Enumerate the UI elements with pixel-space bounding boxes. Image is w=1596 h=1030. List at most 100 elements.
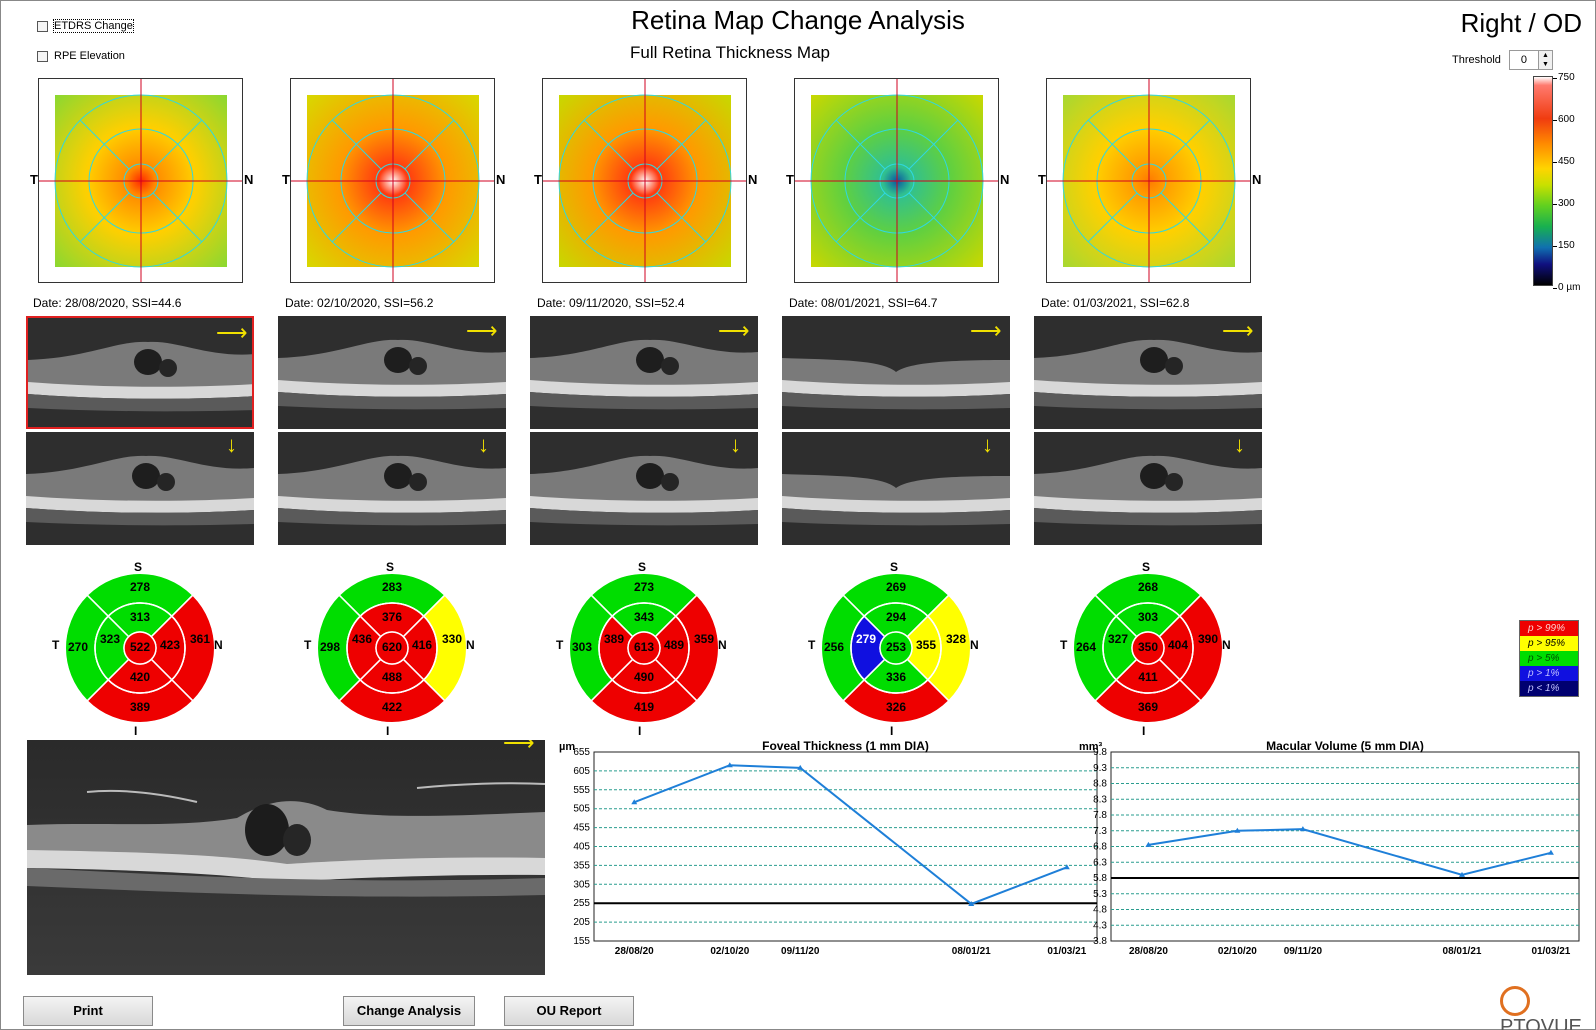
data-point (797, 764, 804, 770)
thickness-map-image (291, 79, 494, 282)
scale-tick-label: 450 (1558, 156, 1575, 167)
x-tick-label: 09/11/20 (1284, 946, 1323, 957)
vertical-bscan[interactable]: ↓ (782, 432, 1010, 545)
thickness-color-scale (1533, 76, 1553, 286)
center-sector (1131, 631, 1165, 665)
vertical-bscan[interactable]: ↓ (1034, 432, 1262, 545)
thickness-map[interactable] (290, 78, 495, 283)
logo-ring-icon (1500, 986, 1530, 1016)
x-tick-label: 02/10/20 (710, 946, 749, 957)
etdrs-value-inner-t: 389 (603, 632, 625, 646)
y-tick-label: 355 (573, 860, 590, 871)
etdrs-value-outer-t: 298 (319, 640, 341, 654)
arrow-down-icon: ↓ (730, 432, 741, 457)
vertical-bscan[interactable]: ↓ (278, 432, 506, 545)
etdrs-value-inner-i: 490 (633, 670, 655, 684)
etdrs-value-center: 620 (381, 640, 403, 654)
rpe-elevation-checkbox[interactable]: RPE Elevation (37, 50, 125, 62)
thickness-map[interactable] (1046, 78, 1251, 283)
print-button[interactable]: Print (23, 996, 153, 1026)
y-tick-label: 5.8 (1093, 873, 1107, 884)
etdrs-grid-chart (820, 572, 972, 724)
scale-tick-label: 150 (1558, 240, 1575, 251)
data-point (1234, 827, 1241, 833)
thickness-map[interactable] (38, 78, 243, 283)
horizontal-bscan[interactable]: ⟶ (782, 316, 1010, 429)
nasal-label: N (244, 172, 254, 187)
foveal-thickness-chart: 655 605 555 505 455 405 355 305 255 205 155 28/08/2… (557, 739, 1105, 967)
etdrs-grid-chart (316, 572, 468, 724)
vertical-bscan[interactable]: ↓ (530, 432, 758, 545)
thickness-map[interactable] (794, 78, 999, 283)
horizontal-bscan[interactable]: ⟶ (26, 316, 254, 429)
scale-tick (1553, 288, 1557, 289)
etdrs-value-inner-s: 313 (129, 610, 151, 624)
etdrs-temporal-label: T (556, 638, 564, 652)
x-tick-label: 02/10/20 (1218, 946, 1257, 957)
etdrs-value-inner-t: 327 (1107, 632, 1129, 646)
horizontal-bscan[interactable]: ⟶ (530, 316, 758, 429)
chart-title: Foveal Thickness (1 mm DIA) (762, 739, 929, 753)
scale-tick-label: 300 (1558, 198, 1575, 209)
y-tick-label: 505 (573, 804, 590, 815)
etdrs-inferior-label: I (134, 724, 138, 738)
nasal-label: N (748, 172, 758, 187)
etdrs-grid-chart (568, 572, 720, 724)
threshold-label: Threshold (1452, 54, 1501, 66)
x-tick-label: 09/11/20 (781, 946, 820, 957)
temporal-label: T (30, 172, 38, 187)
horizontal-bscan[interactable]: ⟶ (278, 316, 506, 429)
etdrs-value-outer-t: 264 (1075, 640, 1097, 654)
etdrs-change-checkbox[interactable]: ETDRS Change (37, 19, 134, 33)
etdrs-value-center: 613 (633, 640, 655, 654)
x-tick-label: 28/08/20 (1129, 946, 1168, 957)
etdrs-grid[interactable] (564, 568, 724, 728)
etdrs-grid[interactable] (816, 568, 976, 728)
page-title: Retina Map Change Analysis (631, 5, 965, 35)
y-tick-label: 3.8 (1093, 936, 1107, 947)
macular-volume-chart: 9.8 9.3 8.8 8.3 7.8 7.3 6.8 6.3 5.8 5.3 4.8 4.3 3.8 2… (1077, 739, 1587, 967)
ou-report-button[interactable]: OU Report (504, 996, 634, 1026)
etdrs-nasal-label: N (466, 638, 475, 652)
bscan-image (278, 432, 506, 545)
scale-tick-label: 750 (1558, 72, 1575, 83)
y-tick-label: 7.8 (1093, 810, 1107, 821)
etdrs-grid[interactable] (312, 568, 472, 728)
checkbox-box[interactable] (37, 20, 48, 32)
etdrs-value-outer-n: 328 (945, 632, 967, 646)
thickness-map-image (795, 79, 998, 282)
horizontal-bscan[interactable]: ⟶ (1034, 316, 1262, 429)
etdrs-nasal-label: N (1222, 638, 1231, 652)
nasal-label: N (1000, 172, 1010, 187)
nasal-label: N (1252, 172, 1262, 187)
bscan-image (1034, 432, 1262, 545)
threshold-input[interactable]: 0 (1508, 50, 1539, 70)
nasal-label: N (496, 172, 506, 187)
y-tick-label: 8.3 (1093, 794, 1107, 805)
change-analysis-button[interactable]: Change Analysis (343, 996, 475, 1026)
scale-tick-label: 600 (1558, 114, 1575, 125)
temporal-label: T (534, 172, 542, 187)
thickness-map[interactable] (542, 78, 747, 283)
etdrs-value-outer-i: 369 (1137, 700, 1159, 714)
etdrs-value-inner-i: 411 (1138, 670, 1158, 684)
center-sector (627, 631, 661, 665)
etdrs-grid[interactable] (60, 568, 220, 728)
significance-legend: p > 99% p > 95% p > 5% p > 1% p < 1% (1519, 620, 1579, 697)
threshold-spinner[interactable]: ▲ ▼ (1538, 50, 1553, 70)
bscan-image (782, 316, 1010, 429)
y-axis-label: mm³ (1079, 742, 1103, 753)
etdrs-value-outer-s: 283 (381, 580, 403, 594)
etdrs-value-center: 350 (1137, 640, 1159, 654)
scan-direction-arrow-icon: ⟶ (503, 740, 535, 755)
etdrs-value-inner-i: 420 (129, 670, 151, 684)
checkbox-box[interactable] (37, 50, 48, 62)
exam-date-label: Date: 28/08/2020, SSI=44.6 (33, 296, 182, 310)
vertical-bscan[interactable]: ↓ (26, 432, 254, 545)
etdrs-grid[interactable] (1068, 568, 1228, 728)
etdrs-value-inner-n: 423 (159, 638, 181, 652)
logo-text: PTOVUE (1500, 1016, 1582, 1030)
y-tick-label: 8.8 (1093, 779, 1107, 790)
temporal-label: T (1038, 172, 1046, 187)
chart-svg: 655 605 555 505 455 405 355 305 255 205 155 28/08/2… (559, 741, 1098, 957)
